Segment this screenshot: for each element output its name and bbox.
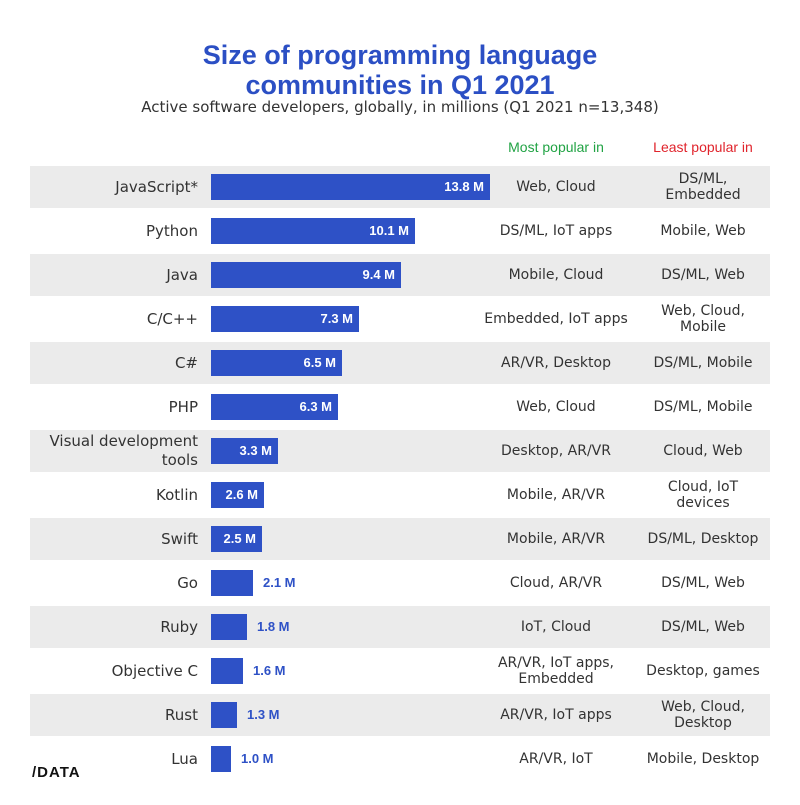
- bar-value-label: 10.1 M: [369, 223, 409, 238]
- least-popular-header: Least popular in: [653, 139, 753, 155]
- bar: [211, 702, 237, 728]
- most-popular-cell: AR/VR, IoT apps, Embedded: [497, 655, 615, 687]
- language-label: C#: [174, 353, 198, 372]
- language-label: PHP: [168, 397, 198, 416]
- bar-value-label: 7.3 M: [320, 311, 353, 326]
- most-popular-cell: Mobile, AR/VR: [506, 487, 606, 503]
- language-label: Visual development tools: [49, 432, 199, 469]
- language-label: Objective C: [111, 661, 198, 680]
- language-label: Ruby: [160, 617, 198, 636]
- bar-value-label: 1.0 M: [241, 751, 274, 766]
- most-popular-cell: Cloud, AR/VR: [509, 575, 603, 591]
- least-popular-cell: Cloud, Web: [663, 443, 743, 459]
- language-label: Lua: [171, 749, 198, 768]
- language-label: Rust: [165, 705, 198, 724]
- most-popular-cell: AR/VR, Desktop: [501, 355, 611, 371]
- row-shade: [30, 694, 770, 736]
- most-popular-cell: Web, Cloud: [516, 179, 596, 195]
- bar-value-label: 3.3 M: [239, 443, 272, 458]
- bar: [211, 482, 264, 508]
- most-popular-cell: Mobile, AR/VR: [506, 531, 606, 547]
- most-popular-cell: Web, Cloud: [516, 399, 596, 415]
- least-popular-cell: Mobile, Desktop: [646, 751, 760, 767]
- data-logo: /DATA: [32, 764, 81, 781]
- most-popular-cell: Embedded, IoT apps: [484, 311, 628, 327]
- least-popular-cell: Mobile, Web: [660, 223, 746, 239]
- least-popular-cell: Cloud, IoT devices: [667, 479, 739, 511]
- row-shade: [30, 430, 770, 472]
- bar: [211, 262, 401, 288]
- language-label: Kotlin: [156, 485, 198, 504]
- least-popular-cell: DS/ML, Web: [661, 267, 745, 283]
- least-popular-cell: DS/ML, Mobile: [653, 355, 753, 371]
- bar-value-label: 1.3 M: [247, 707, 280, 722]
- least-popular-cell: DS/ML, Web: [661, 575, 745, 591]
- bar-value-label: 2.1 M: [263, 575, 296, 590]
- bar: [211, 306, 359, 332]
- bar: [211, 570, 253, 596]
- bar-value-label: 6.3 M: [299, 399, 332, 414]
- row-shade: [30, 606, 770, 648]
- most-popular-header: Most popular in: [508, 139, 604, 155]
- language-label: Swift: [161, 529, 198, 548]
- bar: [211, 174, 490, 200]
- chart-title-line2: communities in Q1 2021: [245, 70, 555, 100]
- bar: [211, 438, 278, 464]
- bar-value-label: 1.6 M: [253, 663, 286, 678]
- row-shade: [30, 342, 770, 384]
- language-label: JavaScript*: [115, 177, 198, 196]
- bar-value-label: 2.5 M: [223, 531, 256, 546]
- least-popular-cell: Web, Cloud, Mobile: [661, 303, 745, 335]
- row-shade: [30, 518, 770, 560]
- bar: [211, 658, 243, 684]
- chart-subtitle: Active software developers, globally, in…: [141, 98, 659, 116]
- most-popular-cell: IoT, Cloud: [520, 619, 592, 635]
- bar: [211, 746, 231, 772]
- bar: [211, 218, 415, 244]
- least-popular-cell: Desktop, games: [646, 663, 760, 679]
- most-popular-cell: DS/ML, IoT apps: [499, 223, 613, 239]
- most-popular-cell: Desktop, AR/VR: [501, 443, 611, 459]
- least-popular-cell: DS/ML, Mobile: [653, 399, 753, 415]
- bar: [211, 526, 262, 552]
- language-label: Python: [146, 221, 198, 240]
- language-label: Java: [166, 265, 198, 284]
- most-popular-cell: AR/VR, IoT apps: [500, 707, 612, 723]
- bar: [211, 394, 338, 420]
- most-popular-cell: Mobile, Cloud: [508, 267, 604, 283]
- bar-value-label: 13.8 M: [444, 179, 484, 194]
- bar-value-label: 2.6 M: [225, 487, 258, 502]
- bar: [211, 614, 247, 640]
- least-popular-cell: Web, Cloud, Desktop: [661, 699, 745, 731]
- language-label: Go: [177, 573, 198, 592]
- language-label: C/C++: [146, 309, 198, 328]
- least-popular-cell: DS/ML, Desktop: [647, 531, 759, 547]
- bar-value-label: 6.5 M: [303, 355, 336, 370]
- bar: [211, 350, 342, 376]
- bar-value-label: 1.8 M: [257, 619, 290, 634]
- least-popular-cell: DS/ML, Web: [661, 619, 745, 635]
- most-popular-cell: AR/VR, IoT: [519, 751, 593, 767]
- chart-title: Size of programming language communities…: [0, 40, 800, 100]
- least-popular-cell: DS/ML, Embedded: [665, 171, 741, 203]
- chart-title-line1: Size of programming language: [202, 40, 598, 70]
- bar-value-label: 9.4 M: [362, 267, 395, 282]
